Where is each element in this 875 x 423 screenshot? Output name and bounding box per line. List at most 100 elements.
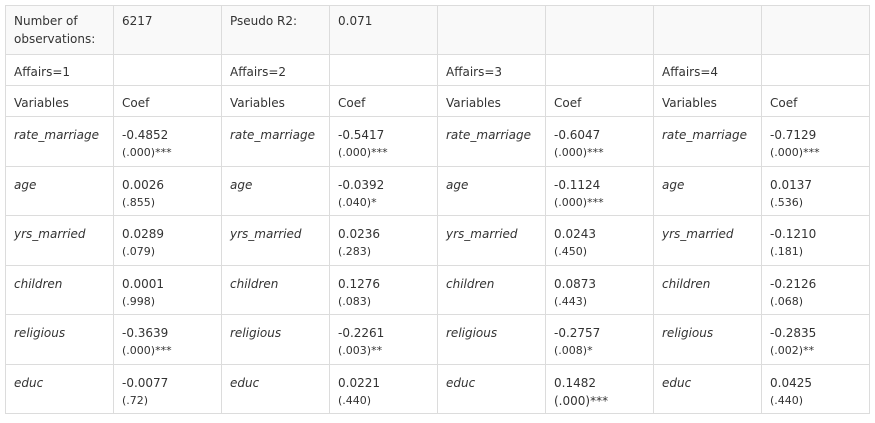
variable-name: children [653, 264, 762, 315]
coef-cell: -0.0392 (.040)* [329, 165, 438, 216]
group-header-row: Affairs=1 Affairs=2 Affairs=3 Affairs=4 [5, 54, 870, 86]
coef-value: -0.2126 [770, 276, 817, 291]
coef-header: Coef [545, 85, 654, 117]
coef-header: Coef [329, 85, 438, 117]
column-header-row: Variables Coef Variables Coef Variables … [5, 85, 870, 117]
coef-value: 0.0425 [770, 375, 812, 390]
coef-value: -0.3639 [122, 326, 169, 340]
coef-cell: 0.0425 (.440) [761, 363, 870, 414]
empty-cell [545, 5, 654, 55]
variable-name: age [653, 165, 762, 216]
coef-value: -0.6047 [554, 128, 601, 142]
coef-value: -0.2757 [554, 326, 601, 340]
coef-value: -0.2835 [770, 326, 817, 340]
variable-name: rate_marriage [5, 116, 114, 167]
variable-name: children [221, 264, 330, 315]
coef-cell: 0.0236 (.283) [329, 215, 438, 266]
coef-value: 0.0001 [122, 276, 164, 291]
coef-cell: 0.0137 (.536) [761, 165, 870, 216]
coef-value: -0.5417 [338, 128, 385, 142]
coef-value: 0.1276 [338, 276, 380, 291]
variable-name: age [5, 165, 114, 216]
coef-value: -0.1210 [770, 227, 817, 241]
coef-value: -0.4852 [122, 128, 169, 142]
p-value: (.008)* [554, 344, 593, 357]
coef-value: 0.0289 [122, 227, 164, 241]
coef-cell: -0.2757 (.008)* [545, 314, 654, 365]
empty-cell [437, 5, 546, 55]
coef-cell: -0.0077 (.72) [113, 363, 222, 414]
obs-label: Number of observations: [5, 5, 114, 55]
variable-name: educ [5, 363, 114, 414]
coef-cell: -0.1210 (.181) [761, 215, 870, 266]
coef-value: -0.1124 [554, 177, 601, 192]
variable-name: rate_marriage [221, 116, 330, 167]
coef-value: 0.0243 [554, 227, 596, 241]
variable-name: religious [5, 314, 114, 365]
p-value: (.181) [770, 245, 804, 258]
coef-cell: -0.7129 (.000)*** [761, 116, 870, 167]
coef-cell: -0.3639 (.000)*** [113, 314, 222, 365]
coef-value: 0.0873 [554, 276, 596, 291]
coef-cell: -0.4852 (.000)*** [113, 116, 222, 167]
empty-cell [545, 54, 654, 86]
table-row: rate_marriage -0.4852 (.000)*** rate_marria… [5, 116, 870, 167]
coef-cell: 0.0289 (.079) [113, 215, 222, 266]
coef-cell: 0.1482 (.000)*** [545, 363, 654, 414]
coef-value: 0.0236 [338, 227, 380, 241]
variable-name: age [437, 165, 546, 216]
variables-header: Variables [221, 85, 330, 117]
variable-name: children [437, 264, 546, 315]
coef-cell: 0.0001 (.998) [113, 264, 222, 315]
coef-cell: 0.0221 (.440) [329, 363, 438, 414]
coef-value: -0.0077 [122, 375, 169, 390]
coef-cell: 0.0243 (.450) [545, 215, 654, 266]
group-label: Affairs=4 [653, 54, 762, 86]
variable-name: yrs_married [221, 215, 330, 266]
coef-cell: 0.0026 (.855) [113, 165, 222, 216]
variable-name: rate_marriage [437, 116, 546, 167]
empty-cell [761, 54, 870, 86]
coef-value: 0.0026 [122, 177, 164, 192]
variable-name: rate_marriage [653, 116, 762, 167]
variable-name: yrs_married [653, 215, 762, 266]
p-value: (.283) [338, 245, 372, 258]
coef-cell: -0.2126 (.068) [761, 264, 870, 315]
p-value: (.068) [770, 294, 804, 308]
p-value: (.000)*** [770, 146, 820, 159]
variable-name: religious [221, 314, 330, 365]
pseudo-r2-value: 0.071 [329, 5, 438, 55]
p-value: (.000)*** [338, 146, 388, 159]
coef-value: -0.2261 [338, 326, 385, 340]
table-row: age 0.0026 (.855) age -0.0392 (.040)* age -0.11… [5, 165, 870, 216]
coef-cell: -0.2261 (.003)** [329, 314, 438, 365]
coef-value: -0.7129 [770, 128, 817, 142]
p-value: (.002)** [770, 344, 815, 357]
table-row: religious -0.3639 (.000)*** religious -0.226… [5, 314, 870, 365]
p-value: (.000)*** [122, 146, 172, 159]
variable-name: religious [437, 314, 546, 365]
p-value: (.443) [554, 294, 588, 308]
table-row: educ -0.0077 (.72) educ 0.0221 (.440) educ 0.1… [5, 363, 870, 414]
p-value: (.450) [554, 245, 588, 258]
variable-name: children [5, 264, 114, 315]
variable-name: yrs_married [5, 215, 114, 266]
p-value: (.000)*** [554, 195, 604, 209]
coef-cell: -0.1124 (.000)*** [545, 165, 654, 216]
group-label: Affairs=3 [437, 54, 546, 86]
summary-row: Number of observations: 6217 Pseudo R2: … [5, 5, 870, 55]
p-value: (.998) [122, 294, 156, 308]
coef-value: -0.0392 [338, 177, 385, 192]
p-value: (.536) [770, 195, 804, 209]
variable-name: age [221, 165, 330, 216]
coef-cell: -0.2835 (.002)** [761, 314, 870, 365]
obs-value: 6217 [113, 5, 222, 55]
empty-cell [329, 54, 438, 86]
coef-header: Coef [113, 85, 222, 117]
regression-results-table: Number of observations: 6217 Pseudo R2: … [5, 5, 870, 414]
p-value: (.079) [122, 245, 156, 258]
variable-name: educ [653, 363, 762, 414]
p-value: (.000)*** [122, 344, 172, 357]
p-value: (.040)* [338, 195, 377, 209]
p-value: (.440) [338, 393, 372, 407]
